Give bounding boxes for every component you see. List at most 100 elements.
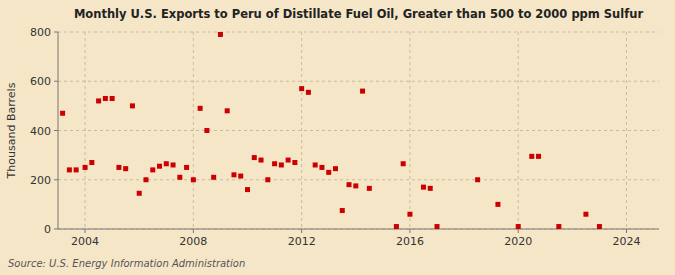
point (96, 98, 101, 103)
x-tick-label: 2004 (71, 235, 99, 248)
point (171, 162, 176, 167)
grid-line-x (85, 32, 86, 229)
point (191, 177, 196, 182)
grid-line-y (58, 32, 659, 33)
point (279, 162, 284, 167)
point (428, 186, 433, 191)
y-tick (54, 179, 58, 180)
x-tick-label: 2012 (288, 235, 316, 248)
point (60, 111, 65, 116)
source-note: Source: U.S. Energy Information Administ… (8, 258, 245, 269)
y-tick-label: 400 (30, 125, 51, 138)
x-tick (193, 229, 194, 233)
x-tick (301, 229, 302, 233)
y-tick-label: 200 (30, 174, 51, 187)
point (252, 155, 257, 160)
point (319, 165, 324, 170)
point (177, 175, 182, 180)
point (272, 161, 277, 166)
point (435, 224, 440, 229)
point (110, 96, 115, 101)
point (516, 224, 521, 229)
point (475, 177, 480, 182)
point (299, 86, 304, 91)
point (74, 167, 79, 172)
point (67, 167, 72, 172)
ticks: 2004 2008 2012 2016 2020 2024 0 200 400 600 800 (30, 26, 641, 248)
x-tick (409, 229, 410, 233)
x-tick (518, 229, 519, 233)
point (211, 175, 216, 180)
point (394, 224, 399, 229)
grid-line-x (301, 32, 302, 229)
x-tick-label: 2008 (179, 235, 207, 248)
y-tick (54, 130, 58, 131)
x-tick (626, 229, 627, 233)
y-tick (54, 229, 58, 230)
grid-line-x (193, 32, 194, 229)
point (292, 160, 297, 165)
grid-line-x (518, 32, 519, 229)
y-tick (54, 32, 58, 33)
grid-line-y (58, 130, 659, 131)
point (306, 90, 311, 95)
points (60, 32, 602, 229)
point (421, 185, 426, 190)
point (529, 154, 534, 159)
point (198, 106, 203, 111)
title: Monthly U.S. Exports to Peru of Distilla… (74, 7, 644, 21)
grid-line-x (626, 32, 627, 229)
point (157, 164, 162, 169)
point (340, 208, 345, 213)
point (137, 191, 142, 196)
point (204, 128, 209, 133)
point (218, 32, 223, 37)
x-tick (85, 229, 86, 233)
point (164, 161, 169, 166)
point (556, 224, 561, 229)
point (225, 108, 230, 113)
point (326, 170, 331, 175)
point (231, 172, 236, 177)
grid-line-y (58, 229, 659, 230)
grid-line-x (409, 32, 410, 229)
x-tick-label: 2016 (396, 235, 424, 248)
point (495, 202, 500, 207)
grid (58, 32, 659, 229)
point (238, 174, 243, 179)
point (536, 154, 541, 159)
point (265, 177, 270, 182)
point (103, 96, 108, 101)
point (184, 165, 189, 170)
y-tick-label: 600 (30, 75, 51, 88)
point (150, 167, 155, 172)
point (245, 187, 250, 192)
y-tick (54, 81, 58, 82)
grid-line-y (58, 81, 659, 82)
point (130, 103, 135, 108)
x-tick-label: 2024 (613, 235, 641, 248)
y-axis-label: Thousand Barrels (5, 82, 18, 179)
point (583, 212, 588, 217)
background (0, 0, 675, 275)
point (143, 177, 148, 182)
point (407, 212, 412, 217)
point (83, 165, 88, 170)
point (286, 158, 291, 163)
point (333, 166, 338, 171)
y-tick-label: 0 (44, 223, 51, 236)
point (123, 166, 128, 171)
point (347, 182, 352, 187)
y-tick-label: 800 (30, 26, 51, 39)
point (360, 89, 365, 94)
x-tick-label: 2020 (504, 235, 532, 248)
point (313, 162, 318, 167)
point (353, 183, 358, 188)
point (116, 165, 121, 170)
point (401, 161, 406, 166)
point (597, 224, 602, 229)
x-axis-line (58, 229, 659, 230)
point (259, 158, 264, 163)
point (89, 160, 94, 165)
chart: 2004 2008 2012 2016 2020 2024 0 200 400 600 800 Mon… (0, 0, 675, 275)
